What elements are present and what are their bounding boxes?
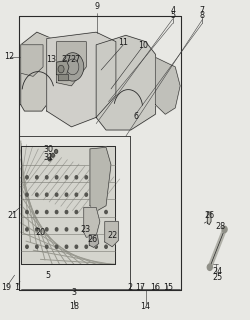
Text: 4: 4 [170, 5, 175, 14]
Text: 14: 14 [140, 302, 150, 311]
Circle shape [85, 245, 87, 248]
Polygon shape [58, 74, 68, 79]
Circle shape [105, 211, 107, 214]
Circle shape [26, 245, 28, 248]
Circle shape [26, 228, 28, 231]
Circle shape [85, 228, 87, 231]
Circle shape [36, 211, 38, 214]
Circle shape [48, 157, 51, 161]
Circle shape [65, 211, 68, 214]
Circle shape [36, 245, 38, 248]
Polygon shape [156, 57, 180, 114]
Text: 30: 30 [44, 145, 54, 154]
Circle shape [95, 211, 98, 214]
Text: 1: 1 [14, 283, 19, 292]
Circle shape [65, 193, 68, 196]
Circle shape [105, 228, 107, 231]
Text: 26: 26 [88, 235, 98, 244]
Text: 26: 26 [204, 211, 214, 220]
Circle shape [46, 176, 48, 179]
Circle shape [105, 245, 107, 248]
Circle shape [75, 211, 78, 214]
Circle shape [56, 176, 58, 179]
Circle shape [56, 245, 58, 248]
Text: 2: 2 [128, 283, 133, 292]
Text: 25: 25 [212, 273, 222, 282]
Circle shape [36, 176, 38, 179]
Polygon shape [56, 60, 69, 75]
Text: 10: 10 [138, 41, 148, 50]
Text: 31: 31 [44, 153, 54, 162]
Text: 28: 28 [215, 222, 225, 231]
Circle shape [56, 228, 58, 231]
Text: 16: 16 [150, 283, 160, 292]
Circle shape [75, 228, 78, 231]
Circle shape [95, 245, 98, 248]
Polygon shape [56, 42, 86, 86]
Circle shape [85, 176, 87, 179]
Polygon shape [21, 45, 43, 76]
Polygon shape [105, 221, 118, 247]
Text: 12: 12 [4, 52, 15, 61]
Circle shape [56, 211, 58, 214]
Polygon shape [47, 32, 116, 127]
Circle shape [75, 176, 78, 179]
Polygon shape [207, 212, 211, 225]
Text: 5: 5 [46, 271, 51, 280]
Circle shape [95, 193, 98, 196]
Circle shape [95, 228, 98, 231]
Circle shape [58, 65, 64, 73]
Circle shape [62, 53, 84, 81]
Circle shape [105, 193, 107, 196]
Circle shape [85, 211, 87, 214]
Circle shape [75, 245, 78, 248]
Text: 24: 24 [212, 267, 222, 276]
Circle shape [65, 176, 68, 179]
Text: 3: 3 [72, 288, 76, 297]
Text: 20: 20 [36, 228, 46, 237]
Polygon shape [89, 235, 99, 247]
Circle shape [36, 228, 38, 231]
Circle shape [85, 193, 87, 196]
Circle shape [36, 193, 38, 196]
Text: 23: 23 [81, 225, 91, 234]
Polygon shape [21, 32, 57, 111]
Text: 5: 5 [170, 11, 175, 20]
Circle shape [55, 149, 58, 153]
Circle shape [105, 176, 107, 179]
Circle shape [46, 245, 48, 248]
Text: 22: 22 [107, 231, 117, 240]
Polygon shape [96, 35, 156, 130]
Circle shape [65, 228, 68, 231]
Circle shape [56, 193, 58, 196]
Text: 15: 15 [163, 283, 173, 292]
Circle shape [75, 193, 78, 196]
Circle shape [46, 193, 48, 196]
Circle shape [46, 211, 48, 214]
Text: 9: 9 [95, 2, 100, 11]
Polygon shape [90, 147, 111, 212]
Text: 27: 27 [70, 55, 80, 64]
Circle shape [26, 176, 28, 179]
Text: 7: 7 [200, 5, 205, 14]
Text: 18: 18 [69, 302, 79, 311]
Circle shape [52, 153, 54, 157]
Circle shape [46, 228, 48, 231]
Text: 6: 6 [134, 112, 139, 121]
Text: 21: 21 [8, 211, 18, 220]
Circle shape [65, 245, 68, 248]
Text: 19: 19 [2, 283, 12, 292]
Text: 8: 8 [200, 11, 205, 20]
Polygon shape [84, 207, 100, 237]
Text: 11: 11 [118, 38, 128, 47]
Circle shape [26, 211, 28, 214]
Circle shape [26, 193, 28, 196]
Text: 13: 13 [46, 55, 56, 64]
Circle shape [207, 264, 212, 270]
Circle shape [222, 226, 227, 233]
Polygon shape [21, 146, 115, 264]
Text: 27: 27 [61, 55, 71, 64]
Text: 17: 17 [135, 283, 145, 292]
Circle shape [95, 176, 98, 179]
